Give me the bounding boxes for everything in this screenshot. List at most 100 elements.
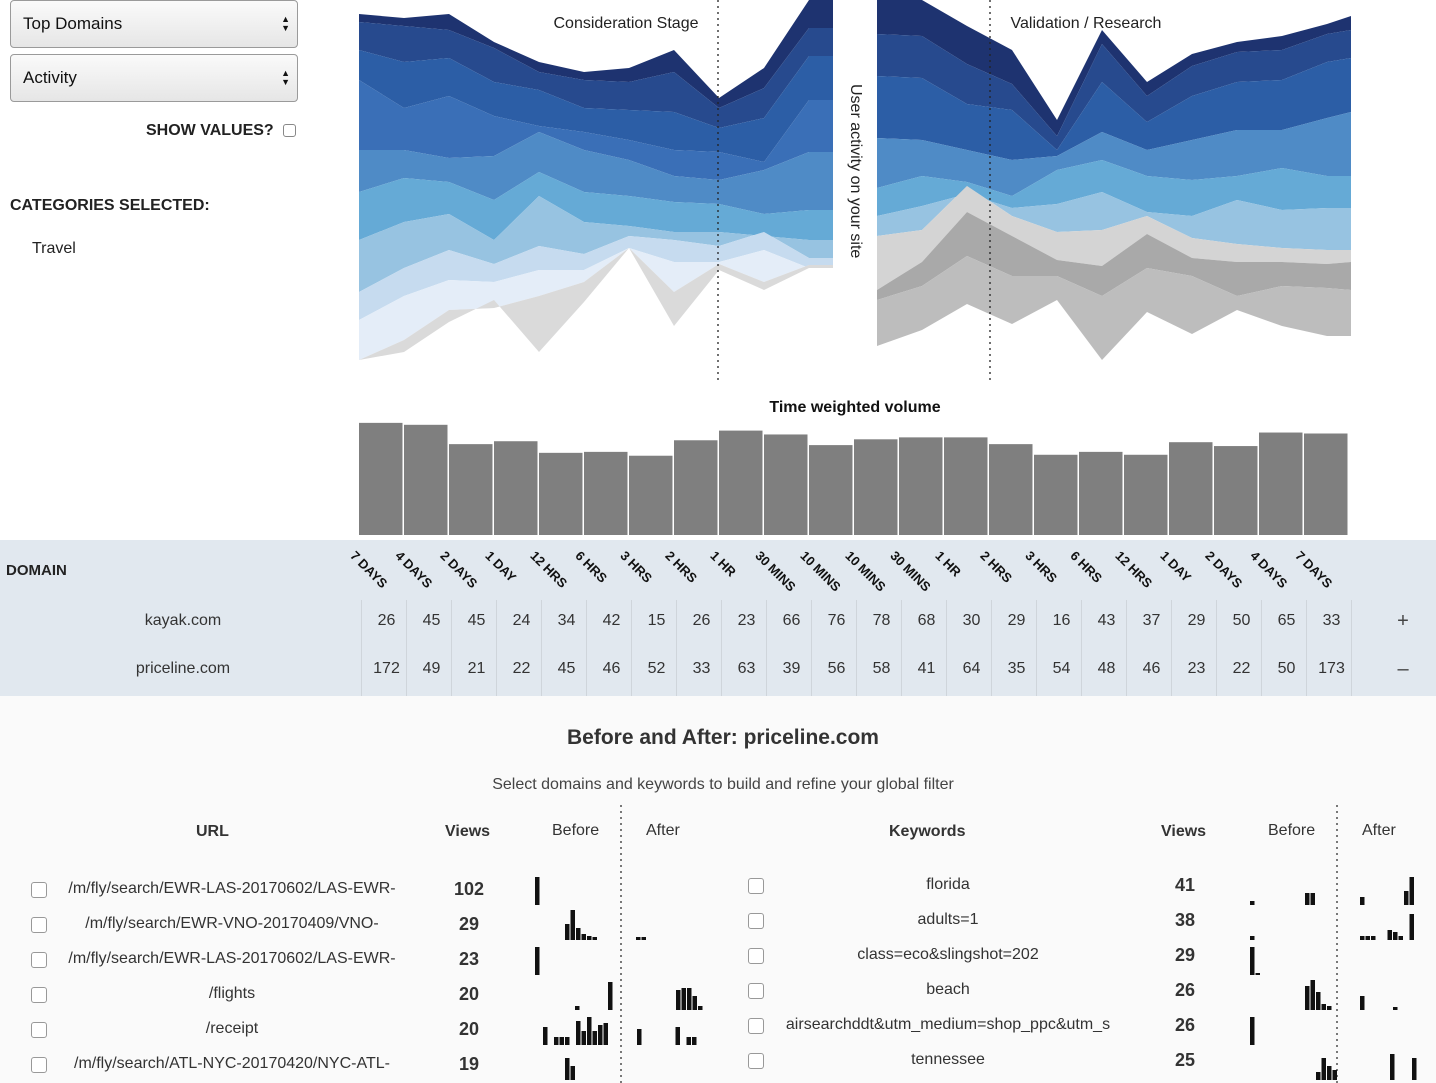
- keyword-checkbox[interactable]: [748, 913, 764, 929]
- volume-bar[interactable]: [494, 441, 538, 535]
- before-after-subtitle: Select domains and keywords to build and…: [492, 776, 954, 793]
- sparkline-bar: [641, 937, 646, 940]
- url-checkbox[interactable]: [31, 882, 47, 898]
- keyword-checkbox[interactable]: [748, 1053, 764, 1069]
- volume-bar[interactable]: [1214, 446, 1258, 535]
- stream-layer: [877, 58, 1351, 160]
- sparkline-bar: [1360, 996, 1365, 1010]
- sparkline-bar: [1404, 891, 1409, 905]
- keyword-text[interactable]: airsearchddt&utm_medium=shop_ppc&utm_s: [785, 1016, 1111, 1033]
- sparkline-bar: [565, 924, 570, 940]
- volume-bar[interactable]: [1169, 442, 1213, 535]
- domain-value-cell: 24: [512, 612, 531, 629]
- domain-value-cell: 52: [647, 660, 666, 677]
- volume-bar[interactable]: [854, 439, 898, 535]
- sparkline-bar: [1250, 936, 1255, 940]
- volume-bar[interactable]: [1259, 432, 1303, 535]
- sparkline-bar: [603, 1023, 608, 1045]
- keyword-checkbox[interactable]: [748, 1018, 764, 1034]
- keyword-checkbox[interactable]: [748, 878, 764, 894]
- domain-value-cell: 29: [1187, 612, 1206, 629]
- volume-bar[interactable]: [404, 424, 448, 535]
- volume-bar[interactable]: [809, 445, 853, 535]
- column-separator: [406, 600, 407, 696]
- url-views: 102: [453, 879, 485, 899]
- category-item[interactable]: Travel: [32, 240, 76, 257]
- activity-select[interactable]: Activity ▲ ▼: [10, 54, 298, 102]
- url-text[interactable]: /receipt: [205, 1020, 259, 1037]
- keyword-text[interactable]: adults=1: [917, 911, 979, 928]
- column-separator: [1351, 600, 1352, 696]
- sparkline-bar: [1387, 930, 1392, 940]
- url-text[interactable]: /m/fly/search/EWR-LAS-20170602/LAS-EWR-: [68, 880, 396, 897]
- domain-name[interactable]: kayak.com: [144, 612, 222, 629]
- volume-bar[interactable]: [539, 452, 583, 535]
- keyword-text[interactable]: beach: [926, 981, 970, 998]
- volume-title: Time weighted volume: [769, 399, 940, 416]
- volume-bar[interactable]: [359, 422, 403, 535]
- domain-value-cell: 23: [1187, 660, 1206, 677]
- url-checkbox[interactable]: [31, 987, 47, 1003]
- activity-select-value: Activity: [23, 68, 77, 87]
- domain-name[interactable]: priceline.com: [135, 660, 231, 677]
- volume-bar[interactable]: [764, 434, 808, 535]
- volume-bar[interactable]: [899, 437, 943, 535]
- url-text[interactable]: /m/fly/search/EWR-VNO-20170409/VNO-: [85, 915, 379, 932]
- column-separator: [496, 600, 497, 696]
- url-text[interactable]: /flights: [208, 985, 256, 1002]
- sparkline-bar: [1327, 1006, 1332, 1010]
- stream-layer: [359, 80, 833, 180]
- volume-bar[interactable]: [719, 430, 763, 535]
- keyword-text[interactable]: tennessee: [911, 1051, 985, 1068]
- before-after-sparklines: [535, 805, 1417, 1083]
- column-separator: [901, 600, 902, 696]
- sparkline-bar: [1316, 1072, 1321, 1080]
- url-checkbox[interactable]: [31, 952, 47, 968]
- domain-value-cell: 33: [1322, 612, 1341, 629]
- domain-value-cell: 56: [827, 660, 846, 677]
- column-separator: [1171, 600, 1172, 696]
- before-after-panel: [0, 696, 1436, 1083]
- keyword-text[interactable]: florida: [926, 876, 970, 893]
- keyword-checkbox[interactable]: [748, 983, 764, 999]
- top-domains-select[interactable]: Top Domains ▲ ▼: [10, 0, 298, 48]
- stream-layer: [877, 0, 1351, 136]
- volume-bar[interactable]: [1034, 454, 1078, 535]
- sparkline-bar: [565, 1058, 570, 1080]
- domain-value-cell: 22: [512, 660, 531, 677]
- domain-value-cell: 41: [917, 660, 936, 677]
- url-checkbox[interactable]: [31, 1022, 47, 1038]
- url-text[interactable]: /m/fly/search/EWR-LAS-20170602/LAS-EWR-: [68, 950, 396, 967]
- domain-value-cell: 29: [1007, 612, 1026, 629]
- volume-bar[interactable]: [1079, 451, 1123, 535]
- keyword-checkbox[interactable]: [748, 948, 764, 964]
- show-values-checkbox[interactable]: [283, 124, 296, 137]
- sparkline-bar: [1321, 1058, 1326, 1080]
- sparkline-bar: [581, 934, 586, 940]
- user-activity-axis-label: User activity on your site: [847, 84, 864, 258]
- keyword-after-header: After: [1362, 822, 1396, 839]
- domain-value-cell: 21: [467, 660, 486, 677]
- url-checkbox[interactable]: [31, 917, 47, 933]
- volume-bar[interactable]: [944, 437, 988, 535]
- domain-value-cell: 30: [962, 612, 981, 629]
- url-checkbox[interactable]: [31, 1057, 47, 1073]
- volume-bar[interactable]: [449, 444, 493, 535]
- sparkline-bar: [535, 947, 540, 975]
- volume-bar[interactable]: [674, 440, 718, 535]
- expand-row-button[interactable]: +: [1397, 610, 1409, 632]
- url-text[interactable]: /m/fly/search/ATL-NYC-20170420/NYC-ATL-: [74, 1055, 390, 1072]
- select-arrows-icon: ▲ ▼: [281, 14, 290, 33]
- top-domains-select-value: Top Domains: [23, 14, 123, 33]
- sparkline-bar: [1360, 897, 1365, 905]
- collapse-row-button[interactable]: –: [1397, 658, 1409, 680]
- keyword-text[interactable]: class=eco&slingshot=202: [857, 946, 1039, 963]
- domain-value-cell: 78: [872, 612, 891, 629]
- volume-bar[interactable]: [629, 455, 673, 535]
- volume-bar[interactable]: [584, 451, 628, 535]
- volume-bar[interactable]: [1304, 433, 1348, 536]
- volume-bar[interactable]: [1124, 454, 1168, 535]
- sparkline-bar: [543, 1027, 548, 1045]
- volume-bar[interactable]: [989, 444, 1033, 535]
- sparkline-bar: [1255, 973, 1260, 975]
